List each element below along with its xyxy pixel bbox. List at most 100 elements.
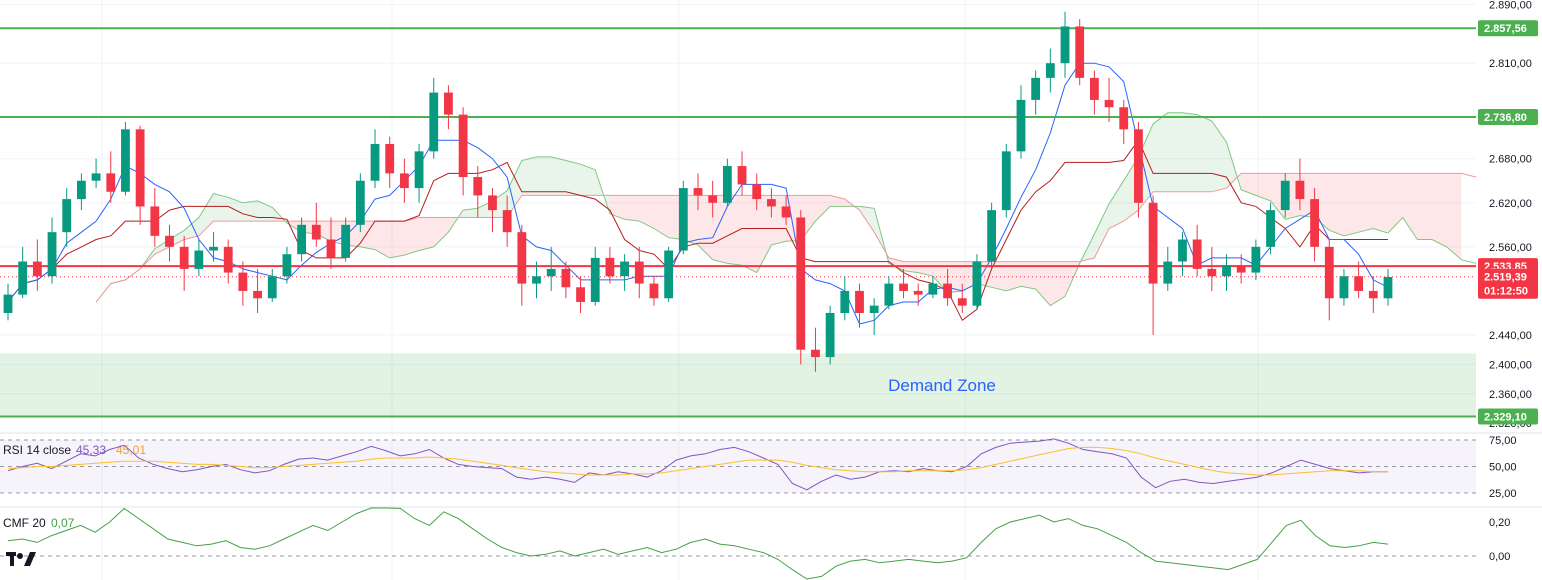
candle-body-56 <box>825 312 835 358</box>
candle-body-29 <box>429 92 439 152</box>
price-gridlines <box>0 0 1476 580</box>
candle-body-73 <box>1075 26 1085 78</box>
candle-36 <box>532 261 541 299</box>
candle-body-75 <box>1104 99 1114 108</box>
candle-body-5 <box>77 180 86 200</box>
candle-15 <box>223 239 233 284</box>
candle-body-63 <box>928 283 938 295</box>
cloud-segment-44 <box>742 195 757 273</box>
candle-body-1 <box>18 261 28 295</box>
candle-body-44 <box>649 283 659 299</box>
candle-77 <box>1134 121 1143 218</box>
cloud-segment-32 <box>565 160 581 196</box>
candle-74 <box>1089 70 1099 115</box>
cloud-segment-18 <box>360 221 376 250</box>
tradingview-logo-icon[interactable] <box>6 552 36 566</box>
candle-62 <box>913 283 923 306</box>
candle-body-6 <box>91 173 101 181</box>
candle-body-9 <box>135 129 145 207</box>
candle-body-66 <box>972 261 982 306</box>
level-badge-label: 2.736,80 <box>1484 112 1527 124</box>
candle-body-91 <box>1339 276 1349 299</box>
candle-87 <box>1280 173 1290 218</box>
candle-4 <box>62 188 72 247</box>
cloud-segment-78 <box>1241 173 1256 196</box>
candle-19 <box>282 246 292 284</box>
senkou-span-b-line <box>95 172 1477 303</box>
candle-94 <box>1383 268 1393 306</box>
candle-body-33 <box>488 195 497 211</box>
cloud-segment-9 <box>228 197 243 222</box>
candle-body-57 <box>840 290 850 313</box>
cloud-segment-38 <box>653 195 669 238</box>
candle-body-83 <box>1222 265 1231 277</box>
candle-58 <box>855 283 864 328</box>
rsi-title: RSI 14 close <box>3 443 71 457</box>
level-badge-2.857,56 <box>1478 20 1538 37</box>
countdown-label: 01:12:50 <box>1484 286 1528 298</box>
candle-45 <box>664 246 674 302</box>
candle-43 <box>634 246 644 299</box>
cloud-segment-42 <box>712 195 728 264</box>
candle-body-19 <box>282 254 292 277</box>
candle-body-76 <box>1119 107 1129 130</box>
candle-21 <box>311 202 321 247</box>
candle-body-60 <box>884 283 894 306</box>
candle-body-22 <box>326 239 336 258</box>
candle-body-47 <box>693 188 703 196</box>
candle-3 <box>47 217 57 284</box>
candle-6 <box>91 158 101 189</box>
cloud-segment-79 <box>1255 173 1271 201</box>
candle-9 <box>135 125 145 225</box>
candle-83 <box>1222 254 1231 291</box>
candle-61 <box>899 268 908 299</box>
candle-7 <box>106 151 116 203</box>
cloud-segment-30 <box>536 156 552 196</box>
candle-body-51 <box>752 184 762 200</box>
candle-39 <box>576 276 585 313</box>
candle-40 <box>590 246 600 306</box>
price-tick-label: 2.810,00 <box>1489 58 1532 70</box>
candle-body-36 <box>532 276 541 284</box>
candle-54 <box>796 210 806 365</box>
candle-50 <box>737 151 747 196</box>
candle-32 <box>473 166 483 218</box>
candle-body-43 <box>634 261 644 284</box>
candle-body-49 <box>722 166 732 203</box>
cloud-segment-43 <box>727 195 743 266</box>
last-price-badge <box>1478 268 1538 299</box>
cloud-segment-73 <box>1167 112 1183 192</box>
candle-48 <box>708 180 718 218</box>
cloud-segment-75 <box>1197 114 1212 192</box>
candle-body-50 <box>737 166 747 185</box>
candle-26 <box>385 136 395 189</box>
cloud-segment-49 <box>815 195 831 222</box>
candle-10 <box>150 188 160 247</box>
cloud-segment-86 <box>1358 173 1374 233</box>
candle-27 <box>399 158 409 203</box>
candle-66 <box>972 254 982 310</box>
candle-1 <box>18 246 28 299</box>
cmf-panel: CMF 20 0,07 0,20 0,00 <box>0 507 1510 580</box>
candle-76 <box>1119 99 1129 144</box>
price-tick-label: 2.620,00 <box>1489 198 1532 210</box>
candle-92 <box>1354 261 1364 299</box>
candle-body-12 <box>179 246 189 269</box>
candle-84 <box>1236 254 1246 284</box>
candle-body-35 <box>517 232 527 284</box>
candle-79 <box>1163 246 1173 291</box>
candle-body-31 <box>458 114 468 178</box>
cloud-segment-22 <box>419 217 434 251</box>
cloud-segment-37 <box>639 195 654 229</box>
candle-body-77 <box>1134 129 1143 203</box>
cloud-segment-41 <box>698 195 713 260</box>
candle-body-13 <box>194 250 204 269</box>
cloud-segment-69 <box>1109 180 1124 229</box>
candle-body-17 <box>253 290 262 299</box>
cloud-segment-91 <box>1432 173 1447 247</box>
candle-29 <box>429 77 439 159</box>
cloud-segment-7 <box>198 193 214 236</box>
candle-5 <box>77 173 86 211</box>
candle-42 <box>620 254 629 291</box>
